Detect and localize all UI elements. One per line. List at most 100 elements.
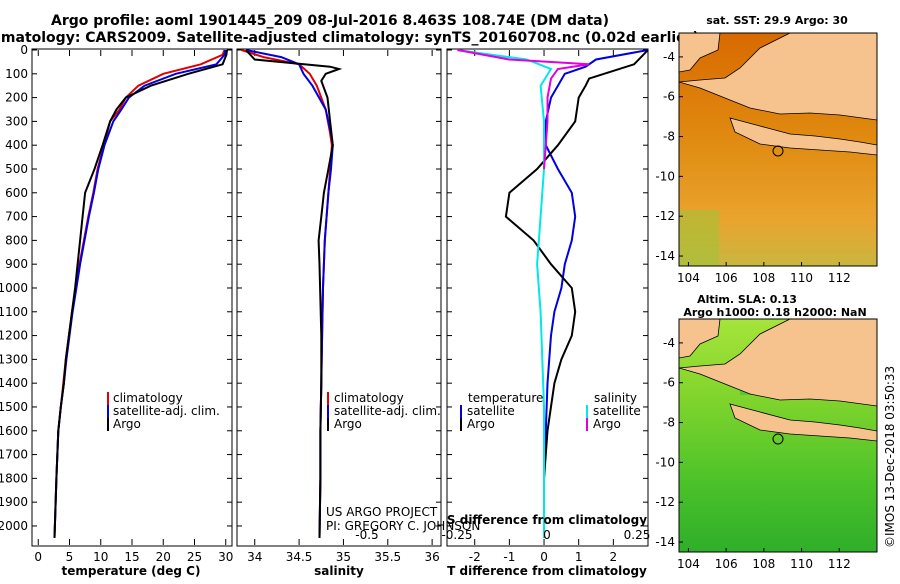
legend-label-argo: Argo (334, 417, 362, 431)
legend-heading-temperature: temperature (468, 391, 543, 405)
x-tick-label: 5 (66, 550, 74, 564)
y-tick-label: 1600 (0, 424, 28, 438)
argo-position-marker (772, 145, 784, 157)
y-tick-label: 1500 (0, 400, 28, 414)
map-x-tick-label: 106 (715, 557, 738, 571)
map-y-tick-label: -4 (663, 336, 675, 350)
y-tick-label: 300 (5, 114, 28, 128)
y-tick-label: 1700 (0, 448, 28, 462)
temperature-legend: climatology satellite-adj. clim. Argo (107, 391, 220, 431)
x-tick-label: 15 (124, 550, 139, 564)
map-y-tick-label: -8 (663, 130, 675, 144)
y-tick-label: 2000 (0, 519, 28, 533)
y-tick-label: 1100 (0, 305, 28, 319)
x-tick-label: 34 (247, 550, 262, 564)
x-tick-label: 25 (187, 550, 202, 564)
y-tick-label: 1000 (0, 281, 28, 295)
x-tick-label: 30 (218, 550, 233, 564)
legend-label-s-argo: Argo (593, 417, 621, 431)
s-tick-label: 0.25 (624, 528, 651, 542)
temperature-axis-label: temperature (deg C) (62, 564, 201, 578)
x-tick-label: 0 (540, 550, 548, 564)
map-y-tick-label: -6 (663, 376, 675, 390)
x-tick-label: 35.5 (374, 550, 401, 564)
y-tick-label: 1200 (0, 329, 28, 343)
map-x-tick-label: 104 (677, 271, 700, 285)
map-x-tick-label: 110 (790, 557, 813, 571)
credit-pi: PI: GREGORY C. JOHNSON (326, 519, 480, 533)
sumatra-land (679, 33, 721, 73)
y-tick-label: 100 (5, 67, 28, 81)
x-tick-label: -2 (469, 550, 481, 564)
legend-label-climatology: climatology (334, 391, 404, 405)
borneo-land (679, 319, 877, 407)
series-line-argo (245, 49, 343, 538)
credit-project: US ARGO PROJECT (326, 505, 438, 519)
legend-label-s-satellite: satellite (593, 404, 641, 418)
map-y-tick-label: -14 (655, 249, 675, 263)
y-tick-label: 1800 (0, 471, 28, 485)
salinity-panel-frame (236, 48, 442, 547)
map-y-tick-label: -10 (655, 455, 675, 469)
difference-legend: temperature satellite Argo salinity sate… (460, 391, 641, 431)
map-y-tick-label: -10 (655, 169, 675, 183)
legend-label-t-satellite: satellite (467, 404, 515, 418)
s-tick-label: -0.5 (355, 528, 378, 542)
temperature-panel-frame (31, 48, 233, 547)
series-line-s-satellite (457, 49, 553, 538)
sst-map-title: sat. SST: 29.9 Argo: 30 (706, 14, 848, 27)
map-x-tick-label: 108 (752, 557, 775, 571)
sla-map-subtitle: Argo h1000: 0.18 h2000: NaN (683, 306, 866, 319)
y-tick-label: 1400 (0, 376, 28, 390)
sumatra-land (679, 319, 721, 359)
y-tick-label: 0 (20, 43, 28, 57)
sla-map-frame (678, 318, 878, 553)
map-x-tick-label: 106 (715, 271, 738, 285)
x-tick-label: 2 (610, 550, 618, 564)
map-y-tick-label: -6 (663, 90, 675, 104)
map-x-tick-label: 112 (828, 557, 851, 571)
x-tick-label: 36 (424, 550, 439, 564)
legend-heading-salinity: salinity (594, 391, 637, 405)
map-x-tick-label: 104 (677, 557, 700, 571)
legend-label-satellite: satellite-adj. clim. (334, 404, 441, 418)
legend-label-climatology: climatology (113, 391, 183, 405)
x-tick-label: 34.5 (286, 550, 313, 564)
salinity-legend: climatology satellite-adj. clim. Argo (327, 391, 441, 431)
java-land (729, 117, 877, 156)
x-tick-label: 10 (93, 550, 108, 564)
y-tick-label: 900 (5, 257, 28, 271)
legend-label-argo: Argo (113, 417, 141, 431)
legend-label-satellite: satellite-adj. clim. (113, 404, 220, 418)
y-tick-label: 1900 (0, 495, 28, 509)
x-tick-label: 35 (336, 550, 351, 564)
map-y-tick-label: -12 (655, 495, 675, 509)
y-tick-label: 500 (5, 162, 28, 176)
y-tick-label: 200 (5, 91, 28, 105)
sst-map (679, 33, 877, 266)
series-line-t-satellite (543, 49, 648, 538)
map-y-tick-label: -4 (663, 50, 675, 64)
y-tick-label: 1300 (0, 352, 28, 366)
header-line-1: Argo profile: aoml 1901445_209 08-Jul-20… (51, 13, 609, 29)
x-tick-label: 20 (156, 550, 171, 564)
t-difference-axis-label: T difference from climatology (447, 564, 647, 578)
series-line-s-argo (457, 49, 590, 170)
map-y-tick-label: -12 (655, 209, 675, 223)
series-line-satellite-adj-clim (53, 49, 227, 538)
sst-map-frame (678, 32, 878, 267)
y-tick-label: 600 (5, 186, 28, 200)
s-difference-axis-label: S difference from climatology (447, 513, 647, 527)
series-line-argo (53, 49, 228, 538)
credit-imos: ©IMOS 13-Dec-2018 03:50:33 (883, 366, 897, 548)
s-tick-label: -0.25 (441, 528, 472, 542)
x-tick-label: -1 (503, 550, 515, 564)
series-line-climatology (53, 49, 226, 538)
sst-map-axes: 104 106 108 110 112 -4 -6 -8 -10 -12 -14 (655, 50, 850, 285)
map-y-tick-label: -8 (663, 416, 675, 430)
sla-map-axes: 104 106 108 110 112 -4 -6 -8 -10 -12 -14 (655, 336, 850, 571)
y-tick-label: 800 (5, 233, 28, 247)
x-tick-label: 0 (34, 550, 42, 564)
